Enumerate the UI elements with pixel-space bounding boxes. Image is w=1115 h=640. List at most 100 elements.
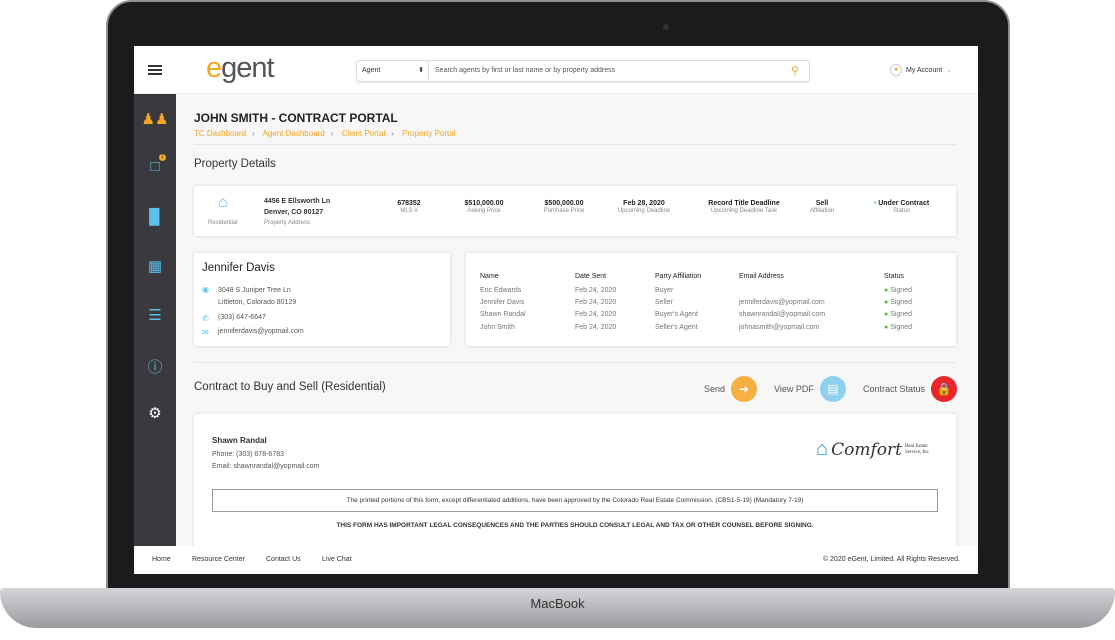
address-line1: 4456 E Ellsworth Ln — [264, 198, 331, 205]
divider — [194, 362, 956, 363]
egent-logo[interactable]: egent — [206, 52, 275, 84]
footer-link-resource-center[interactable]: Resource Center — [192, 556, 245, 563]
agent-phone: Phone: (303) 678-6783 — [212, 451, 284, 458]
col-date-sent: Date Sent — [575, 272, 607, 280]
table-cell: Jennifer Davis — [480, 298, 525, 306]
breadcrumb-client-portal[interactable]: Client Portal — [341, 129, 386, 138]
table-cell: shawnrandal@yopmail.com — [739, 311, 826, 319]
my-account-label: My Account — [906, 66, 943, 74]
view-pdf-label: View PDF — [774, 384, 814, 394]
col-name: Name — [480, 272, 499, 280]
table-cell: Feb 24, 2020 — [575, 323, 617, 331]
breadcrumb-tc-dashboard[interactable]: TC Dashboard — [194, 129, 247, 138]
status-field: • Under Contract Status — [873, 200, 930, 214]
client-name: Jennifer Davis — [202, 262, 275, 274]
my-account-menu[interactable]: ● My Account ⌄ — [890, 64, 952, 76]
status-cell: ● Signed — [884, 296, 912, 308]
breadcrumb-agent-dashboard[interactable]: Agent Dashboard — [262, 129, 325, 138]
table-cell: Eric Edwards — [480, 286, 522, 294]
client-email[interactable]: jenniferdavis@yopmail.com — [218, 328, 304, 335]
status-text: Signed — [890, 286, 912, 294]
parties-table: Name Date Sent Party Affiliation Email A… — [480, 271, 912, 333]
house-icon: ⌂ — [218, 194, 228, 211]
footer-link-home[interactable]: Home — [152, 556, 171, 563]
help-icon[interactable]: ⓘ — [147, 359, 163, 376]
view-pdf-button[interactable]: View PDF ▤ — [774, 376, 846, 402]
table-cell: John Smith — [480, 323, 516, 331]
client-phone: (303) 647-6647 — [218, 314, 266, 321]
client-address2: Littleton, Colorado 80129 — [218, 299, 297, 306]
search-bar: Agent Search agents by first or last nam… — [356, 60, 810, 82]
signed-dot-icon: ● — [884, 311, 891, 319]
col-email: Email Address — [739, 272, 784, 280]
property-type: Residential — [208, 220, 238, 226]
brand-label: MacBook — [530, 596, 585, 611]
location-icon: ◉ — [202, 285, 209, 294]
status-text: Signed — [890, 323, 912, 331]
chat-icon[interactable]: □ 1 — [134, 154, 176, 175]
client-card: Jennifer Davis ◉ 3048 S Juniper Tree Ln Li… — [194, 253, 450, 346]
table-cell: Feb 24, 2020 — [575, 298, 617, 306]
contract-status-button[interactable]: Contract Status 🔒 — [863, 376, 958, 402]
purchase-price-field: $500,000.00 Purchase Price — [543, 200, 585, 214]
laptop-base: MacBook — [0, 588, 1115, 628]
main-content: JOHN SMITH - CONTRACT PORTAL TC Dashboar… — [176, 94, 978, 554]
users-icon[interactable]: ♟♟ — [141, 111, 169, 128]
breadcrumb-property-portal[interactable]: Property Portal — [402, 129, 456, 138]
table-cell: Feb 24, 2020 — [575, 311, 617, 319]
sidebar: ♟♟ □ 1 ▉ ▦ ☰ ⓘ ⚙ — [134, 94, 176, 546]
chevron-down-icon: ⌄ — [946, 67, 953, 74]
status-cell: ● Signed — [884, 284, 912, 296]
property-details-heading: Property Details — [194, 158, 276, 170]
top-bar: egent Agent Search agents by first or la… — [134, 46, 978, 94]
divider — [194, 144, 956, 145]
comfort-logo: ⌂ Comfort Real Estate Service, Inc — [816, 438, 929, 460]
footer-link-live-chat[interactable]: Live Chat — [322, 556, 352, 563]
property-card: ⌂ Residential 4456 E Ellsworth Ln Denver… — [194, 186, 956, 236]
col-status: Status — [884, 272, 904, 280]
bar-chart-icon[interactable]: ▉ — [149, 209, 161, 226]
asking-price-field: $510,000.00 Asking Price — [464, 200, 504, 214]
signed-dot-icon: ● — [884, 323, 891, 331]
copyright: © 2020 eGent, Limited. All Rights Reserv… — [822, 556, 960, 563]
gear-icon[interactable]: ⚙ — [148, 405, 162, 422]
col-party-affiliation: Party Affiliation — [655, 272, 702, 280]
table-cell: Seller — [655, 298, 673, 306]
table-cell: Feb 24, 2020 — [575, 286, 617, 294]
search-type-select[interactable]: Agent — [357, 61, 429, 81]
table-row: Jennifer Davis Feb 24, 2020 Seller jennifer… — [480, 296, 912, 308]
menu-icon[interactable] — [148, 65, 162, 75]
list-icon[interactable]: ☰ — [148, 307, 162, 324]
contract-heading: Contract to Buy and Sell (Residential) — [194, 381, 386, 393]
page-title: JOHN SMITH - CONTRACT PORTAL — [194, 111, 398, 125]
mls-field: 678352 MLS # — [397, 200, 421, 214]
search-input[interactable]: Search agents by first or last name or b… — [435, 67, 616, 74]
table-row: Shawn Randal Feb 24, 2020 Buyer's Agent sha… — [480, 309, 912, 321]
table-cell: johnasmith@yopmail.com — [739, 323, 820, 331]
client-address1: 3048 S Juniper Tree Ln — [218, 287, 291, 294]
commission-notice: The printed portions of this form, excep… — [212, 489, 938, 512]
status-cell: ● Signed — [884, 309, 912, 321]
footer: Home Resource Center Contact Us Live Cha… — [134, 546, 978, 574]
table-cell — [739, 284, 884, 296]
avatar-icon: ● — [890, 64, 902, 76]
breadcrumb: TC Dashboard › Agent Dashboard › Client Po… — [194, 129, 456, 138]
table-header: Name Date Sent Party Affiliation Email A… — [480, 271, 912, 284]
table-cell: Shawn Randal — [480, 311, 526, 319]
calendar-icon[interactable]: ▦ — [147, 258, 163, 275]
affiliation-field: Sell Affiliation — [809, 200, 835, 214]
search-icon[interactable]: ⚲ — [790, 65, 799, 77]
status-text: Signed — [890, 311, 912, 319]
signed-dot-icon: ● — [884, 298, 891, 306]
address-label: Property Address — [264, 220, 311, 226]
status-text: Signed — [890, 298, 912, 306]
status-cell: ● Signed — [884, 321, 912, 333]
send-label: Send — [704, 384, 726, 394]
camera — [663, 24, 669, 30]
screen: egent Agent Search agents by first or la… — [134, 46, 978, 574]
footer-link-contact-us[interactable]: Contact Us — [266, 556, 301, 563]
contract-status-label: Contract Status — [863, 384, 926, 394]
deadline-task-field: Record Title Deadline Upcoming Deadline T… — [708, 200, 780, 214]
send-button[interactable]: Send ➔ — [704, 376, 758, 402]
table-cell: Buyer — [655, 286, 674, 294]
